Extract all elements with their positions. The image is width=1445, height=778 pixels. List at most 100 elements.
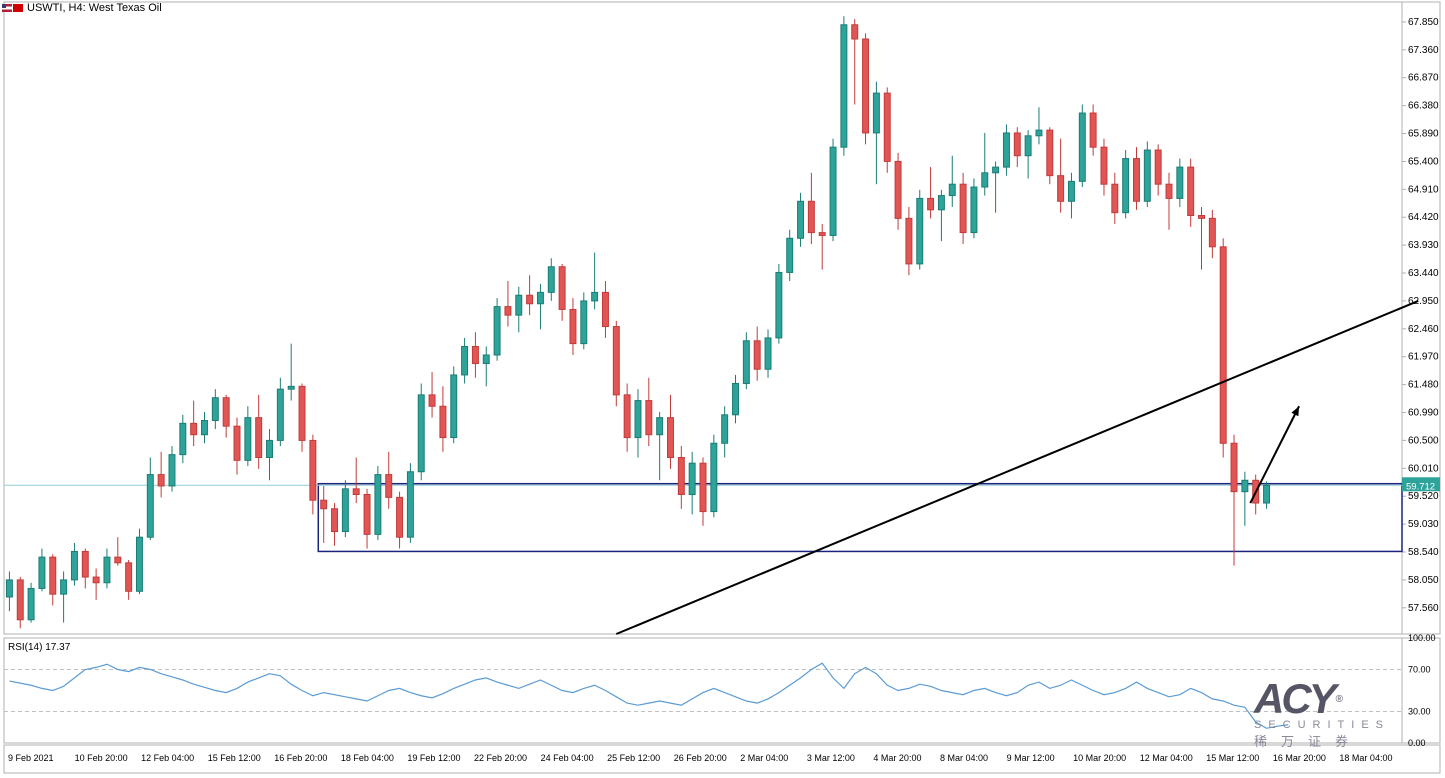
candle[interactable] (559, 267, 565, 310)
candle[interactable] (50, 557, 56, 594)
candle[interactable] (1199, 216, 1205, 219)
candle[interactable] (342, 489, 348, 532)
candle[interactable] (668, 418, 674, 458)
candle[interactable] (71, 551, 77, 579)
candle[interactable] (440, 406, 446, 437)
candle[interactable] (1177, 167, 1183, 198)
candle[interactable] (754, 341, 760, 369)
candle[interactable] (733, 383, 739, 414)
candle[interactable] (895, 161, 901, 218)
candle[interactable] (180, 423, 186, 454)
candle[interactable] (310, 440, 316, 500)
candle[interactable] (418, 395, 424, 472)
candle[interactable] (711, 443, 717, 511)
candle[interactable] (353, 489, 359, 495)
candle[interactable] (429, 395, 435, 406)
candle[interactable] (1134, 159, 1140, 202)
candle[interactable] (472, 346, 478, 363)
candle[interactable] (700, 463, 706, 511)
candle[interactable] (928, 198, 934, 209)
candle[interactable] (364, 495, 370, 535)
candle[interactable] (136, 537, 142, 591)
candle[interactable] (277, 389, 283, 440)
candle[interactable] (375, 475, 381, 535)
candle[interactable] (407, 472, 413, 537)
candle[interactable] (1231, 443, 1237, 491)
candle[interactable] (548, 267, 554, 293)
candle[interactable] (126, 563, 132, 591)
candle[interactable] (1264, 485, 1270, 503)
candle[interactable] (494, 307, 500, 355)
candle[interactable] (863, 39, 869, 133)
candle[interactable] (1188, 167, 1194, 215)
candle[interactable] (1209, 218, 1215, 246)
candle[interactable] (678, 457, 684, 494)
candle[interactable] (798, 201, 804, 238)
candle[interactable] (1123, 159, 1129, 213)
candle[interactable] (906, 218, 912, 264)
candle[interactable] (1003, 133, 1009, 167)
candle[interactable] (17, 580, 23, 620)
candle[interactable] (743, 341, 749, 384)
candle[interactable] (1014, 133, 1020, 156)
candle[interactable] (516, 295, 522, 315)
candle[interactable] (104, 557, 110, 583)
candle[interactable] (169, 455, 175, 486)
candle[interactable] (1025, 136, 1031, 156)
candle[interactable] (1058, 176, 1064, 202)
candle[interactable] (28, 588, 34, 619)
candle[interactable] (1036, 130, 1042, 136)
candle[interactable] (527, 295, 533, 304)
chart-canvas[interactable]: 57.56058.05058.54059.03059.52060.01060.5… (0, 0, 1445, 778)
candle[interactable] (1144, 150, 1150, 201)
candle[interactable] (462, 346, 468, 374)
candle[interactable] (158, 475, 164, 486)
candle[interactable] (602, 292, 608, 326)
candle[interactable] (1155, 150, 1161, 184)
candle[interactable] (592, 292, 598, 301)
candle[interactable] (819, 233, 825, 236)
candle[interactable] (884, 93, 890, 161)
candle[interactable] (624, 395, 630, 438)
candle[interactable] (765, 338, 771, 369)
candle[interactable] (386, 475, 392, 498)
candle[interactable] (1112, 184, 1118, 212)
candle[interactable] (39, 557, 45, 588)
candle[interactable] (646, 401, 652, 435)
candle[interactable] (938, 196, 944, 210)
candle[interactable] (657, 418, 663, 435)
candle[interactable] (689, 463, 695, 494)
candle[interactable] (1090, 113, 1096, 147)
candle[interactable] (1101, 147, 1107, 184)
candle[interactable] (722, 415, 728, 443)
candle[interactable] (971, 187, 977, 233)
candle[interactable] (1079, 113, 1085, 181)
candle[interactable] (483, 355, 489, 364)
candle[interactable] (505, 307, 511, 316)
candle[interactable] (93, 577, 99, 583)
candle[interactable] (1220, 247, 1226, 443)
candle[interactable] (873, 93, 879, 133)
candle[interactable] (288, 386, 294, 389)
candle[interactable] (1068, 181, 1074, 201)
candle[interactable] (537, 292, 543, 303)
candle[interactable] (841, 25, 847, 147)
candle[interactable] (1166, 184, 1172, 198)
trading-chart[interactable]: USWTI, H4: West Texas Oil RSI(14) 17.37 … (0, 0, 1445, 778)
candle[interactable] (115, 557, 121, 563)
candle[interactable] (852, 25, 858, 39)
candle[interactable] (267, 440, 273, 457)
candle[interactable] (202, 420, 208, 434)
candle[interactable] (397, 497, 403, 537)
candle[interactable] (960, 184, 966, 232)
candle[interactable] (635, 401, 641, 438)
candle[interactable] (949, 184, 955, 195)
candle[interactable] (830, 147, 836, 235)
candle[interactable] (1242, 480, 1248, 491)
candle[interactable] (332, 509, 338, 532)
candle[interactable] (581, 301, 587, 344)
candle[interactable] (1047, 130, 1053, 176)
candle[interactable] (245, 418, 251, 461)
candle[interactable] (256, 418, 262, 458)
candle[interactable] (787, 238, 793, 272)
